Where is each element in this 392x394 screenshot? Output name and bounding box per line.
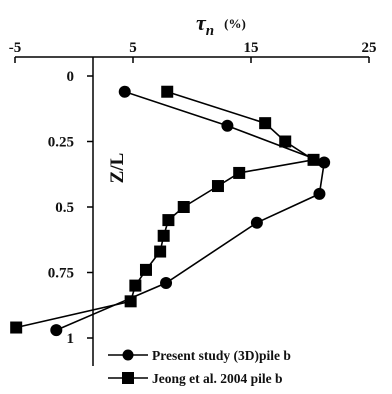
y-tick-label: 0.25 — [48, 135, 74, 151]
legend-marker-present-study — [122, 349, 134, 361]
series-2-point — [259, 117, 272, 130]
series-2-point — [161, 85, 174, 98]
x-tick-label: 5 — [129, 40, 137, 56]
y-tick-label: 0.75 — [48, 266, 74, 282]
series-2-point — [139, 263, 152, 276]
series-2-point — [279, 135, 292, 148]
series-1-point — [318, 156, 331, 169]
series-2-point — [129, 279, 142, 292]
series-1-point — [118, 85, 131, 98]
x-axis-label: τn (%) — [196, 10, 246, 39]
series-2-point — [177, 201, 190, 213]
y-tick-label: 0 — [67, 69, 75, 85]
series-1-point — [313, 187, 326, 200]
series-2-point — [10, 321, 23, 334]
series-1-point — [50, 324, 63, 337]
x-tick-label: 25 — [362, 40, 377, 56]
series-2-point — [124, 295, 137, 308]
tick-labels: -5 5 15 25 0 0.25 0.5 0.75 1 — [9, 40, 377, 347]
x-tick-label: -5 — [9, 40, 22, 56]
series-2-point — [211, 180, 224, 193]
y-axis-label: Z/L — [107, 153, 128, 184]
series-line-1 — [55, 90, 326, 331]
x-axis-label-subscript: n — [206, 23, 214, 39]
x-tick-label: 15 — [244, 40, 259, 56]
series-2-point — [307, 153, 320, 166]
y-tick-label: 1 — [67, 331, 75, 347]
series-1-point — [221, 119, 234, 132]
legend-marker-jeong — [122, 372, 134, 384]
legend: Present study (3D)pile b Jeong et al. 20… — [108, 348, 291, 386]
series — [10, 85, 331, 337]
legend-label-jeong: Jeong et al. 2004 pile b — [152, 371, 283, 386]
series-2-point — [162, 214, 175, 227]
series-2-point — [154, 245, 167, 258]
series-2-point — [233, 166, 246, 179]
x-axis-label-symbol: τ — [196, 10, 207, 35]
series-2-point — [157, 229, 170, 242]
y-tick-label: 0.5 — [55, 200, 74, 216]
legend-label-present-study: Present study (3D)pile b — [152, 348, 291, 363]
series-1-point — [160, 276, 173, 289]
series-1-point — [250, 216, 263, 229]
x-axis-unit: (%) — [224, 16, 246, 31]
